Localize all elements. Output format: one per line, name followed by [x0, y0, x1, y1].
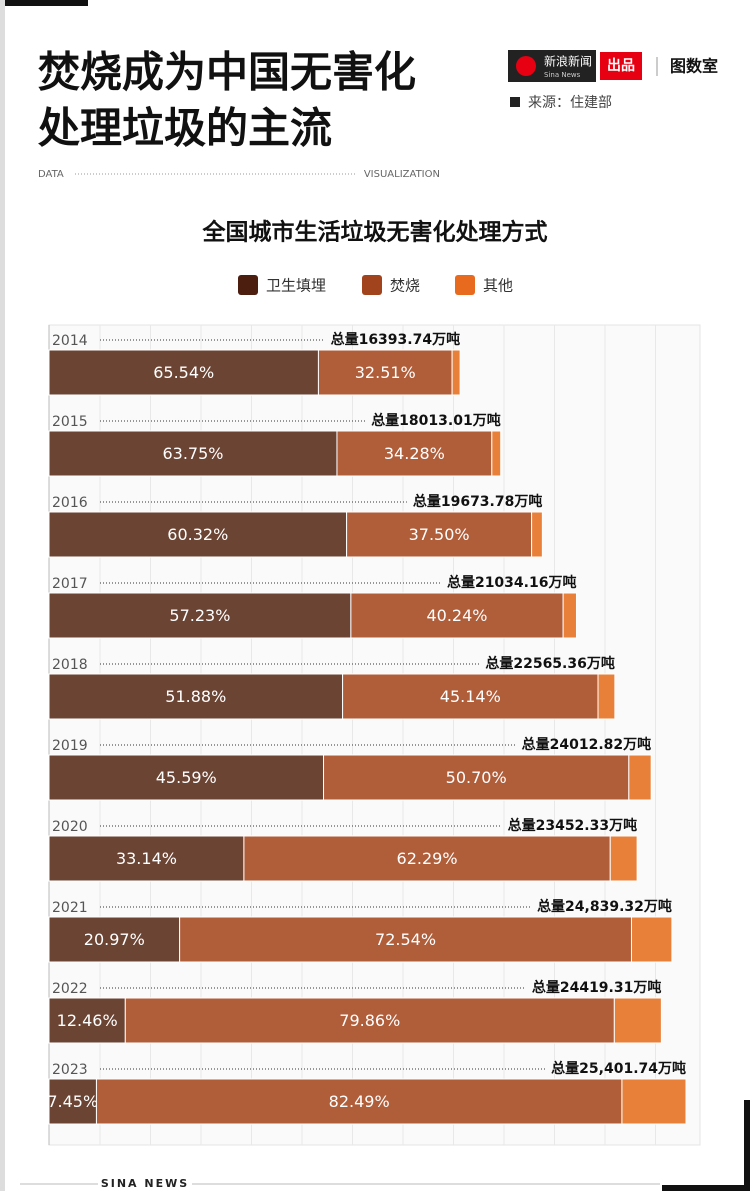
- year-label: 2014: [52, 333, 88, 349]
- value-label: 65.54%: [153, 363, 214, 382]
- chart-title: 全国城市生活垃圾无害化处理方式: [202, 219, 548, 246]
- value-label: 32.51%: [355, 363, 416, 382]
- bar-segment: [451, 349, 461, 396]
- vis-word: VISUALIZATION: [364, 169, 440, 180]
- bar-segment: [597, 673, 616, 720]
- bar-segment: [48, 916, 181, 963]
- total-label: 总量19673.78万吨: [413, 493, 543, 510]
- value-label: 51.88%: [165, 687, 226, 706]
- bar-segment: [48, 511, 348, 558]
- value-label: 37.50%: [409, 525, 470, 544]
- total-label: 总量24,839.32万吨: [537, 898, 672, 915]
- bar-segment: [323, 754, 630, 801]
- value-label: 62.29%: [397, 849, 458, 868]
- bar-segment: [630, 916, 673, 963]
- bar-segment: [124, 997, 615, 1044]
- brand-icon: [516, 56, 536, 76]
- bar-segment: [48, 1078, 97, 1125]
- badge-box: [600, 52, 642, 80]
- value-label: 33.14%: [116, 849, 177, 868]
- headline: 焚烧成为中国无害化: [38, 48, 416, 97]
- bar-segment: [179, 916, 632, 963]
- frame-line: [0, 0, 5, 1191]
- bar-segment: [48, 835, 245, 882]
- value-label: 45.14%: [440, 687, 501, 706]
- year-label: 2019: [52, 738, 88, 754]
- total-label: 总量24419.31万吨: [532, 979, 662, 996]
- year-label: 2017: [52, 576, 88, 592]
- value-label: 40.24%: [426, 606, 487, 625]
- source: 来源：住建部: [528, 95, 612, 111]
- bar-segment: [613, 997, 662, 1044]
- year-label: 2020: [52, 819, 88, 835]
- bar-segment: [243, 835, 611, 882]
- legend-swatch: [362, 275, 382, 295]
- total-label: 总量22565.36万吨: [485, 655, 615, 672]
- value-label: 7.45%: [47, 1092, 98, 1111]
- total-label: 总量25,401.74万吨: [551, 1060, 686, 1077]
- total-label: 总量18013.01万吨: [371, 412, 501, 429]
- year-label: 2022: [52, 981, 88, 997]
- brand-en: Sina News: [544, 71, 581, 79]
- corner-decoration: [744, 1100, 750, 1191]
- year-label: 2018: [52, 657, 88, 673]
- bar-segment: [48, 592, 352, 639]
- bar-segment: [531, 511, 543, 558]
- total-label: 总量23452.33万吨: [508, 817, 638, 834]
- value-label: 34.28%: [384, 444, 445, 463]
- bar-segment: [48, 997, 126, 1044]
- legend-label: 其他: [483, 277, 513, 295]
- plot: 卫生填埋 焚烧 其他 2014 总量16393.74万吨 65.54% 32.51% 2015…: [47, 275, 701, 1146]
- bar-segment: [609, 835, 638, 882]
- legend-swatch: [455, 275, 475, 295]
- brand: 新浪新闻: [544, 54, 592, 69]
- legend-swatch: [238, 275, 258, 295]
- total-label: 总量16393.74万吨: [331, 331, 461, 348]
- value-label: 45.59%: [156, 768, 217, 787]
- bar-segment: [628, 754, 652, 801]
- value-label: 82.49%: [329, 1092, 390, 1111]
- value-label: 72.54%: [375, 930, 436, 949]
- total-label: 总量24012.82万吨: [522, 736, 652, 753]
- source-square: [510, 97, 520, 107]
- year-label: 2021: [52, 900, 88, 916]
- bar-segment: [48, 754, 325, 801]
- bar-segment: [621, 1078, 687, 1125]
- badge: 出品: [607, 57, 635, 74]
- year-label: 2015: [52, 414, 88, 430]
- legend-label: 焚烧: [390, 277, 420, 295]
- footer: SINA NEWS: [101, 1177, 189, 1190]
- legend-label: 卫生填埋: [266, 277, 326, 295]
- bar-segment: [48, 349, 319, 396]
- value-label: 50.70%: [446, 768, 507, 787]
- studio: 图数室: [670, 57, 718, 76]
- value-label: 60.32%: [167, 525, 228, 544]
- corner-decoration: [662, 1185, 750, 1191]
- bar-segment: [346, 511, 533, 558]
- year-label: 2023: [52, 1062, 88, 1078]
- value-label: 63.75%: [162, 444, 223, 463]
- value-label: 79.86%: [339, 1011, 400, 1030]
- year-label: 2016: [52, 495, 88, 511]
- data-word: DATA: [38, 169, 64, 180]
- value-label: 20.97%: [84, 930, 145, 949]
- bar-segment: [350, 592, 564, 639]
- value-label: 57.23%: [169, 606, 230, 625]
- bar-segment: [491, 430, 502, 477]
- bar-segment: [562, 592, 577, 639]
- bar-segment: [48, 430, 338, 477]
- bar-segment: [317, 349, 453, 396]
- corner-decoration: [0, 0, 88, 6]
- value-label: 12.46%: [57, 1011, 118, 1030]
- headline: 处理垃圾的主流: [38, 104, 332, 153]
- total-label: 总量21034.16万吨: [447, 574, 577, 591]
- bar-segment: [95, 1078, 623, 1125]
